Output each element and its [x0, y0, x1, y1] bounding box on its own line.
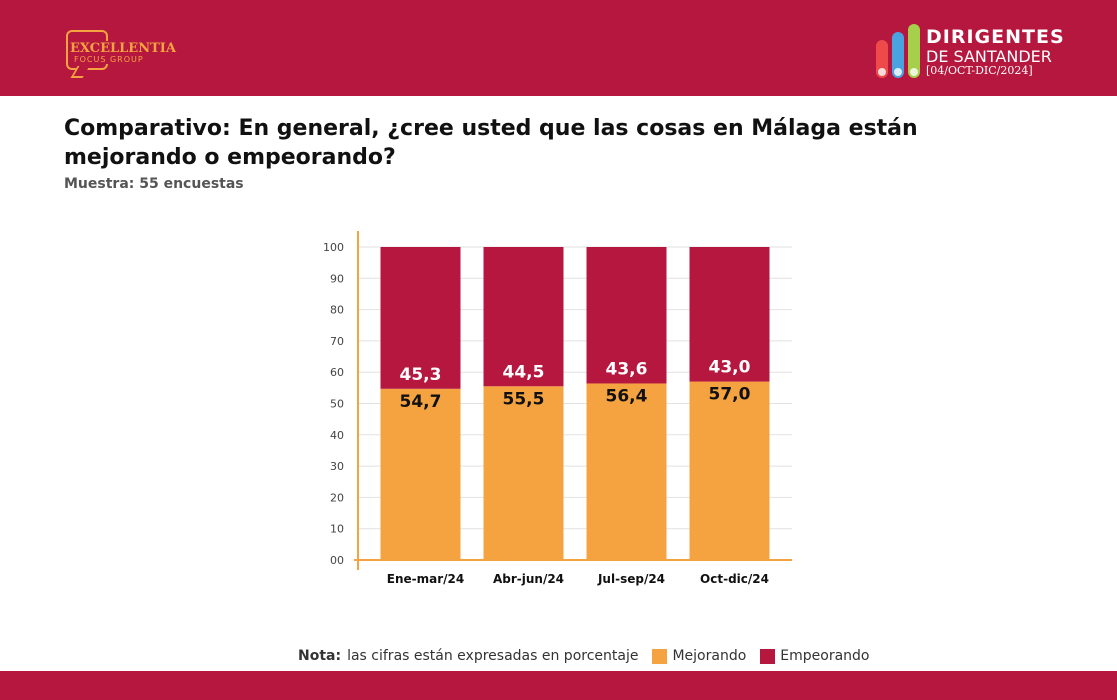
y-tick-label: 100 [323, 241, 344, 254]
legend-swatch-mejorando [652, 648, 668, 664]
data-label-mejorando: 56,4 [606, 386, 648, 406]
data-label-mejorando: 57,0 [709, 385, 751, 405]
dirigentes-logo-line2: DE SANTANDER [926, 47, 1052, 66]
pencil-icon-red [876, 40, 888, 78]
y-tick-label: 70 [330, 335, 344, 348]
bar-mejorando [483, 386, 564, 560]
y-tick-label: 20 [330, 491, 344, 504]
note-text: las cifras están expresadas en porcentaj… [347, 648, 639, 664]
y-tick-label: 60 [330, 366, 344, 379]
data-label-empeorando: 44,5 [503, 362, 545, 382]
bar-empeorando [483, 247, 564, 387]
y-tick-label: 00 [330, 554, 344, 567]
x-tick-label: Jul-sep/24 [597, 572, 665, 586]
legend-swatch-empeorando [760, 648, 776, 664]
page-title: Comparativo: En general, ¿cree usted que… [64, 116, 918, 170]
excellentia-logo-name: EXCELLENTIA [70, 41, 178, 56]
legend-label-mejorando: Mejorando [672, 648, 747, 664]
x-tick-label: Abr-jun/24 [493, 572, 564, 586]
stacked-bar-chart: 00 10 20 30 40 50 60 70 80 90 100 54,7 45,3 Ene-mar/2… [323, 231, 792, 586]
data-label-mejorando: 55,5 [503, 389, 545, 409]
x-tick-label: Ene-mar/24 [387, 572, 464, 586]
footer-bar [0, 671, 1117, 700]
pencil-icon-blue [892, 32, 904, 78]
pencil-icon-green [908, 24, 920, 78]
data-label-mejorando: 54,7 [400, 392, 442, 412]
bar-mejorando [380, 388, 461, 560]
sample-size: Muestra: 55 encuestas [64, 176, 244, 192]
dirigentes-logo-period: [04/OCT-DIC/2024] [926, 64, 1033, 77]
data-label-empeorando: 45,3 [400, 365, 442, 385]
dirigentes-logo: DIRIGENTES DE SANTANDER [04/OCT-DIC/2024… [872, 22, 1072, 82]
y-tick-label: 50 [330, 398, 344, 411]
bar-mejorando [689, 381, 770, 560]
legend-label-empeorando: Empeorando [780, 648, 870, 664]
bar-mejorando [586, 383, 667, 560]
bar-empeorando [380, 247, 461, 389]
excellentia-logo: EXCELLENTIA FOCUS GROUP [64, 28, 178, 78]
y-tick-label: 40 [330, 429, 344, 442]
bar-empeorando [689, 247, 770, 382]
data-label-empeorando: 43,6 [606, 359, 648, 379]
bar-empeorando [586, 247, 667, 384]
y-tick-label: 10 [330, 523, 344, 536]
excellentia-logo-sub: FOCUS GROUP [74, 55, 144, 64]
note-label: Nota: [298, 648, 342, 664]
legend: Nota: las cifras están expresadas en por… [298, 646, 870, 666]
data-label-empeorando: 43,0 [709, 358, 751, 378]
dirigentes-logo-line1: DIRIGENTES [926, 26, 1065, 48]
y-tick-label: 30 [330, 460, 344, 473]
y-tick-label: 90 [330, 272, 344, 285]
x-tick-label: Oct-dic/24 [700, 572, 769, 586]
y-tick-label: 80 [330, 304, 344, 317]
header-bar: EXCELLENTIA FOCUS GROUP DIRIGENTES DE SA… [0, 0, 1117, 96]
